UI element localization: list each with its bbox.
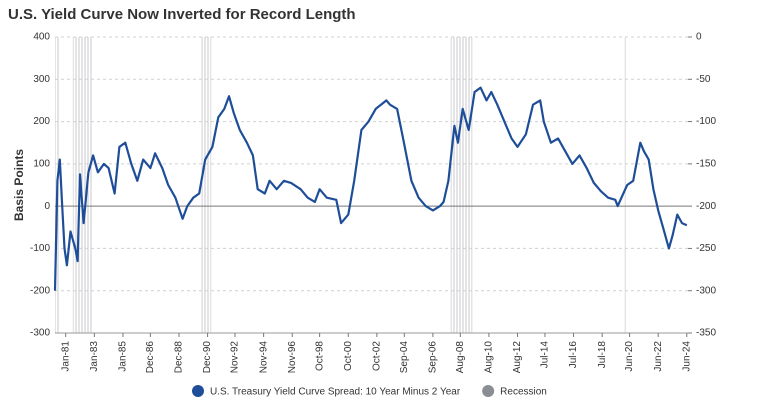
x-tick-label: Jul-16 (568, 341, 579, 369)
x-tick-label: Nov-94 (258, 341, 269, 374)
chart-title: U.S. Yield Curve Now Inverted for Record… (8, 6, 356, 23)
y-tick-label: -100 (30, 243, 50, 254)
y-tick-label: 0 (44, 201, 50, 212)
x-tick-label: Jul-14 (540, 341, 551, 369)
y-tick-label: 300 (33, 74, 50, 85)
x-tick-label: Jun-20 (624, 341, 635, 372)
x-tick-label: Jun-24 (681, 341, 692, 372)
recession-band (450, 37, 473, 333)
x-tick-label: Dec-90 (202, 341, 213, 374)
x-tick-label: Aug-10 (484, 341, 495, 374)
x-tick-label: Aug-12 (512, 341, 523, 374)
x-tick-label: Jan-81 (60, 341, 71, 372)
y-tick-label: 100 (33, 158, 50, 169)
y2-tick-label: 0 (696, 32, 702, 43)
y-axis-label: Basis Points (12, 149, 26, 221)
legend-marker (482, 385, 495, 397)
y2-tick-label: -150 (696, 158, 716, 169)
y2-tick-label: -300 (696, 285, 716, 296)
x-tick-label: Sep-06 (428, 341, 439, 374)
y2-tick-label: -100 (696, 116, 716, 127)
y-tick-label: -200 (30, 285, 50, 296)
x-tick-label: Aug-08 (455, 341, 466, 374)
x-tick-label: Nov-92 (230, 341, 241, 374)
legend-label: Recession (500, 387, 547, 398)
x-tick-label: Jul-18 (597, 341, 608, 369)
x-tick-label: Jan-85 (118, 341, 129, 372)
x-tick-label: Dec-86 (145, 341, 156, 374)
recession-band (72, 37, 92, 333)
x-tick-label: Oct-02 (372, 341, 383, 371)
y2-tick-label: -350 (696, 328, 716, 339)
legend-marker (192, 385, 204, 397)
x-tick-label: Nov-96 (287, 341, 298, 374)
y-tick-label: 400 (33, 32, 50, 43)
x-tick-label: Sep-04 (399, 341, 410, 374)
y-tick-label: -300 (30, 328, 50, 339)
y2-tick-label: -50 (696, 74, 711, 85)
y2-tick-label: -200 (696, 201, 716, 212)
y2-tick-label: -250 (696, 243, 716, 254)
x-tick-label: Jan-83 (89, 341, 100, 372)
recession-band (201, 37, 212, 333)
x-tick-label: Jun-22 (653, 341, 664, 372)
legend-label: U.S. Treasury Yield Curve Spread: 10 Yea… (210, 387, 461, 398)
x-tick-label: Dec-88 (174, 341, 185, 374)
x-tick-label: Oct-00 (343, 341, 354, 371)
series-line (53, 86, 688, 291)
y-tick-label: 200 (33, 116, 50, 127)
x-tick-label: Oct-98 (314, 341, 325, 371)
